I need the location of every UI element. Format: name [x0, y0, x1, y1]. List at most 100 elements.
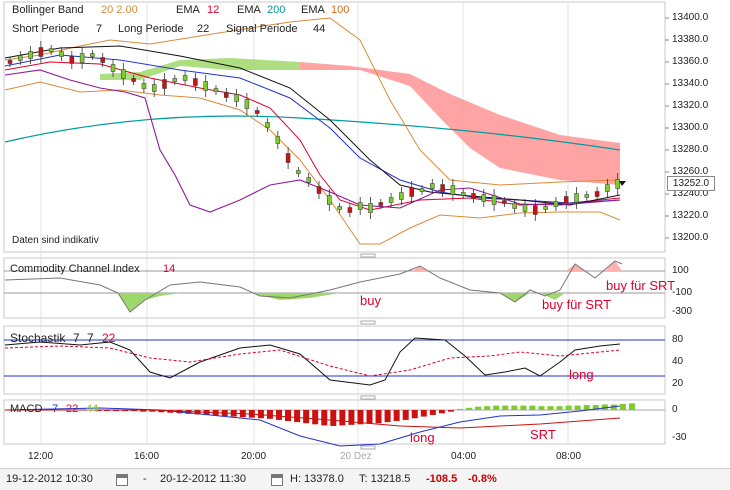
- candle-body: [553, 201, 559, 207]
- vertical-gridlines: [40, 2, 569, 444]
- candle-body: [296, 170, 301, 174]
- macd-tick-0: 0: [672, 404, 678, 415]
- macd-histogram-bar: [420, 410, 427, 417]
- range-from[interactable]: 19-12-2012 10:30: [6, 473, 93, 485]
- bollinger-params: 20 2.00: [101, 4, 138, 16]
- stoch-annotation-long: long: [569, 367, 594, 382]
- change-value: -108.5: [426, 473, 458, 485]
- macd-histogram-bar: [339, 410, 346, 426]
- candle-body: [563, 196, 569, 204]
- candle-body: [409, 187, 414, 197]
- ema200-line: [4, 115, 621, 151]
- candle-body: [265, 122, 270, 128]
- cci-annotation-buy-srt-1: buy für SRT: [542, 297, 612, 312]
- candle-body: [533, 205, 538, 215]
- price-tick-label: 13380.0: [672, 34, 709, 45]
- price-tick-label: 13200.0: [672, 232, 709, 243]
- macd-histogram-bar: [493, 405, 500, 410]
- stoch-resize-handle[interactable]: [360, 320, 376, 325]
- candle-body: [378, 202, 384, 206]
- main-panel-frame: [3, 1, 666, 253]
- price-tick-label: 13300.0: [672, 122, 709, 133]
- macd-histogram-bar: [149, 410, 156, 412]
- ema3-value: 100: [331, 4, 350, 16]
- cci-tick-minus100: -100: [672, 287, 693, 298]
- stoch-panel-frame: [3, 325, 666, 395]
- candle-body: [327, 195, 332, 205]
- price-tick-label: 13400.0: [672, 12, 709, 23]
- candle-body: [522, 204, 528, 212]
- cci-annotation-buy-srt-2: buy für SRT: [606, 278, 676, 293]
- price-tick-label: 13220.0: [672, 210, 709, 221]
- stoch-tick-20: 20: [672, 378, 684, 389]
- candle-body: [357, 202, 363, 210]
- candle-body: [574, 193, 579, 203]
- macd-histogram-bar: [583, 405, 590, 410]
- candle-body: [615, 179, 620, 189]
- candle-body: [100, 57, 105, 63]
- macd-histogram-bar: [366, 410, 373, 424]
- macd-histogram-bar: [113, 410, 120, 412]
- candle-body: [502, 200, 507, 204]
- candle-body: [224, 92, 229, 98]
- candle-body: [275, 136, 281, 144]
- signal-period-label: Signal Periode: [226, 23, 298, 35]
- bollinger-label: Bollinger Band: [12, 4, 84, 16]
- cci-line: [4, 260, 623, 313]
- stoch-tick-40: 40: [672, 356, 684, 367]
- macd-histogram-bar: [122, 410, 129, 412]
- candle-body: [131, 78, 136, 82]
- candle-body: [7, 60, 13, 64]
- time-label-5: 04:00: [451, 451, 477, 462]
- calendar-from-icon[interactable]: [116, 474, 128, 486]
- calendar-to-icon[interactable]: [271, 474, 283, 486]
- range-separator: -: [143, 473, 147, 485]
- range-to[interactable]: 20-12-2012 11:30: [160, 473, 247, 485]
- cci-tick-100: 100: [672, 265, 689, 276]
- candle-body: [203, 81, 208, 91]
- last-price-box: 13252.0: [667, 176, 715, 191]
- disclaimer: Daten sind indikativ: [12, 235, 99, 246]
- macd-histogram-bar: [257, 410, 264, 419]
- stoch-title: Stochastik: [10, 331, 66, 345]
- macd-histogram-bar: [511, 405, 518, 410]
- macd-tick-minus30: -30: [672, 432, 687, 443]
- stoch-param1: 7: [73, 331, 80, 345]
- macd-histogram-bar: [574, 405, 581, 410]
- time-resize-handle[interactable]: [360, 445, 376, 450]
- candle-body: [48, 48, 54, 52]
- short-period-value: 7: [96, 23, 103, 35]
- short-period-label: Short Periode: [12, 23, 80, 35]
- macd-signal-line: [5, 409, 621, 429]
- candle-body: [316, 186, 322, 194]
- ema1-value: 12: [207, 4, 220, 16]
- macd-histogram-bar: [384, 410, 391, 423]
- macd-histogram-bar: [592, 405, 599, 410]
- candle-body: [172, 78, 178, 82]
- macd-param3: 44: [86, 403, 99, 415]
- candle-body: [512, 203, 517, 209]
- bull-cloud: [100, 58, 300, 80]
- macd-histogram-bar: [447, 410, 454, 412]
- candle-body: [440, 184, 445, 192]
- ema3-label: EMA: [301, 4, 325, 16]
- macd-histogram-bar: [411, 410, 418, 419]
- macd-resize-handle[interactable]: [360, 395, 376, 400]
- candle-body: [213, 88, 219, 92]
- candle-body: [90, 53, 95, 57]
- candle-body: [337, 206, 342, 210]
- macd-histogram-bar: [565, 405, 572, 410]
- candle-body: [368, 203, 373, 213]
- long-period-label: Long Periode: [118, 23, 184, 35]
- stoch-param2: 7: [87, 331, 94, 345]
- macd-histogram-bar: [285, 410, 292, 421]
- macd-histogram-bar: [266, 410, 273, 419]
- price-tick-label: 13320.0: [672, 100, 709, 111]
- macd-annotation-srt: SRT: [530, 427, 556, 442]
- price-tick-label: 13340.0: [672, 78, 709, 89]
- cci-green-area: [118, 293, 565, 312]
- cci-resize-handle[interactable]: [360, 253, 376, 258]
- time-label-2: 16:00: [134, 451, 160, 462]
- macd-histogram-bar: [438, 410, 445, 414]
